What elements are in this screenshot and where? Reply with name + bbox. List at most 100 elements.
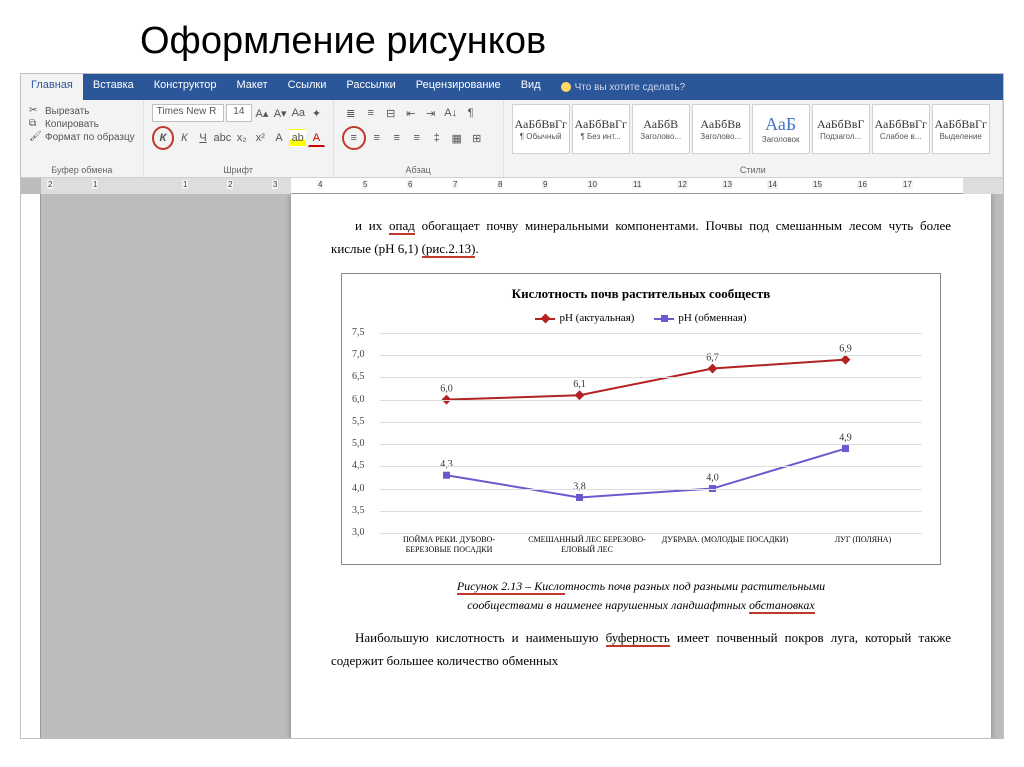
bold-button[interactable]: К — [152, 126, 174, 150]
svg-text:6,7: 6,7 — [706, 353, 719, 364]
font-label: Шрифт — [152, 165, 325, 175]
p1-end: . — [475, 241, 478, 256]
underline-button[interactable]: Ч — [195, 129, 212, 147]
slide-title: Оформление рисунков — [0, 0, 1024, 73]
tab-home[interactable]: Главная — [21, 74, 83, 100]
shading-button[interactable]: ▦ — [448, 129, 466, 147]
figure-caption: Рисунок 2.13 – Кислотность почв разных п… — [331, 577, 951, 615]
x-category: ПОЙМА РЕКИ. ДУБОВО-БЕРЕЗОВЫЕ ПОСАДКИ — [380, 533, 518, 556]
grow-font-button[interactable]: A▴ — [254, 104, 270, 122]
ribbon-tabs: Главная Вставка Конструктор Макет Ссылки… — [21, 74, 1003, 100]
cap-l2a: сообществами в наименее нарушенных ландш… — [467, 598, 749, 612]
clear-format-button[interactable]: ✦ — [308, 104, 324, 122]
borders-button[interactable]: ⊞ — [468, 129, 486, 147]
format-painter-button[interactable]: 🖌 Формат по образцу — [29, 131, 135, 143]
highlight-button[interactable]: ab — [289, 129, 306, 147]
x-category: ДУБРАВА. (МОЛОДЫЕ ПОСАДКИ) — [656, 533, 794, 556]
p2-underline: буферность — [606, 630, 670, 647]
tab-insert[interactable]: Вставка — [83, 74, 144, 100]
chart-title: Кислотность почв растительных сообществ — [350, 282, 932, 305]
clipboard-label: Буфер обмена — [29, 165, 135, 175]
svg-text:3,8: 3,8 — [573, 481, 586, 492]
chart-plot: 6,06,16,76,94,33,84,04,9 7,57,06,56,05,5… — [380, 333, 932, 533]
multilevel-button[interactable]: ⊟ — [382, 104, 400, 122]
tell-me[interactable]: Что вы хотите сделать? — [551, 74, 686, 100]
style-1[interactable]: АаБбВвГг¶ Без инт... — [572, 104, 630, 154]
style-2[interactable]: АаБбВЗаголово... — [632, 104, 690, 154]
numbering-button[interactable]: ≡ — [362, 104, 380, 122]
tab-layout[interactable]: Макет — [226, 74, 277, 100]
sort-button[interactable]: A↓ — [442, 104, 460, 122]
tab-review[interactable]: Рецензирование — [406, 74, 511, 100]
scissors-icon: ✂ — [29, 105, 41, 117]
word-window: Главная Вставка Конструктор Макет Ссылки… — [20, 73, 1004, 739]
legend-marker-purple — [654, 318, 674, 320]
align-center-button[interactable]: ≡ — [342, 126, 366, 150]
copy-button[interactable]: ⧉ Копировать — [29, 118, 135, 130]
svg-text:4,9: 4,9 — [839, 433, 852, 444]
brush-icon: 🖌 — [29, 131, 41, 143]
ruler-vertical[interactable] — [21, 194, 41, 738]
legend-label-2: pH (обменная) — [678, 309, 746, 329]
align-left-button[interactable]: ≡ — [368, 129, 386, 147]
cap-mid: тность почв разных под разными раститель… — [565, 579, 825, 593]
font-color-button[interactable]: A — [308, 129, 325, 147]
style-5[interactable]: АаБбВвГПодзагол... — [812, 104, 870, 154]
cap-u1: Рисунок 2.13 – Кисло — [457, 579, 565, 595]
styles-group: АаБбВвГг¶ ОбычныйАаБбВвГг¶ Без инт...АаБ… — [504, 100, 1003, 177]
decrease-indent-button[interactable]: ⇤ — [402, 104, 420, 122]
bullets-button[interactable]: ≣ — [342, 104, 360, 122]
legend-item-2: pH (обменная) — [654, 309, 746, 329]
document-page[interactable]: и их опад обогащает почву минеральными к… — [291, 194, 991, 738]
paragraph-2: Наибольшую кислотность и наименьшую буфе… — [331, 626, 951, 673]
cut-label: Вырезать — [45, 106, 89, 117]
chart-x-categories: ПОЙМА РЕКИ. ДУБОВО-БЕРЕЗОВЫЕ ПОСАДКИСМЕШ… — [380, 533, 932, 556]
text-effects-button[interactable]: A — [271, 129, 288, 147]
clipboard-group: ✂ Вырезать ⧉ Копировать 🖌 Формат по образцу… — [21, 100, 144, 177]
change-case-button[interactable]: Aa — [290, 104, 306, 122]
show-marks-button[interactable]: ¶ — [462, 104, 480, 122]
style-7[interactable]: АаБбВвГгВыделение — [932, 104, 990, 154]
paragraph-group: ≣ ≡ ⊟ ⇤ ⇥ A↓ ¶ ≡ ≡ ≡ ≡ ‡ ▦ ⊞ А — [334, 100, 504, 177]
chart-svg: 6,06,16,76,94,33,84,04,9 — [380, 333, 932, 533]
align-right-button[interactable]: ≡ — [388, 129, 406, 147]
p1-underline: опад — [389, 218, 415, 235]
italic-button[interactable]: К — [176, 129, 193, 147]
x-category: ЛУГ (ПОЛЯНА) — [794, 533, 932, 556]
line-spacing-button[interactable]: ‡ — [428, 129, 446, 147]
x-category: СМЕШАННЫЙ ЛЕС БЕРЕЗОВО-ЕЛОВЫЙ ЛЕС — [518, 533, 656, 556]
svg-text:4,0: 4,0 — [706, 473, 719, 484]
style-0[interactable]: АаБбВвГг¶ Обычный — [512, 104, 570, 154]
svg-text:4,3: 4,3 — [440, 459, 453, 470]
copy-icon: ⧉ — [29, 118, 41, 130]
document-area: 211234567891011121314151617 и их опад об… — [21, 178, 1003, 738]
ruler-horizontal[interactable]: 211234567891011121314151617 — [41, 178, 1003, 194]
p1-ref: (рис.2.13) — [422, 241, 476, 258]
cut-button[interactable]: ✂ Вырезать — [29, 105, 135, 117]
paragraph-label: Абзац — [342, 165, 495, 175]
subscript-button[interactable]: x₂ — [233, 129, 250, 147]
shrink-font-button[interactable]: A▾ — [272, 104, 288, 122]
p2-pre: Наибольшую кислотность и наименьшую — [355, 630, 606, 645]
tab-design[interactable]: Конструктор — [144, 74, 227, 100]
legend-item-1: pH (актуальная) — [535, 309, 634, 329]
styles-label: Стили — [512, 165, 994, 175]
tab-view[interactable]: Вид — [511, 74, 551, 100]
tell-me-text: Что вы хотите сделать? — [575, 82, 686, 93]
strike-button[interactable]: abc — [213, 129, 231, 147]
justify-button[interactable]: ≡ — [408, 129, 426, 147]
superscript-button[interactable]: x² — [252, 129, 269, 147]
font-name-select[interactable]: Times New R — [152, 104, 224, 122]
tab-references[interactable]: Ссылки — [278, 74, 337, 100]
font-size-select[interactable]: 14 — [226, 104, 252, 122]
copy-label: Копировать — [45, 119, 99, 130]
increase-indent-button[interactable]: ⇥ — [422, 104, 440, 122]
svg-text:6,9: 6,9 — [839, 344, 852, 355]
format-painter-label: Формат по образцу — [45, 132, 135, 143]
style-3[interactable]: АаБбВвЗаголово... — [692, 104, 750, 154]
chart-legend: pH (актуальная) pH (обменная) — [350, 309, 932, 329]
style-6[interactable]: АаБбВвГгСлабое в... — [872, 104, 930, 154]
tab-mailings[interactable]: Рассылки — [336, 74, 405, 100]
font-group: Times New R 14 A▴ A▾ Aa ✦ К К Ч abc x₂ x… — [144, 100, 334, 177]
style-4[interactable]: АаБЗаголовок — [752, 104, 810, 154]
